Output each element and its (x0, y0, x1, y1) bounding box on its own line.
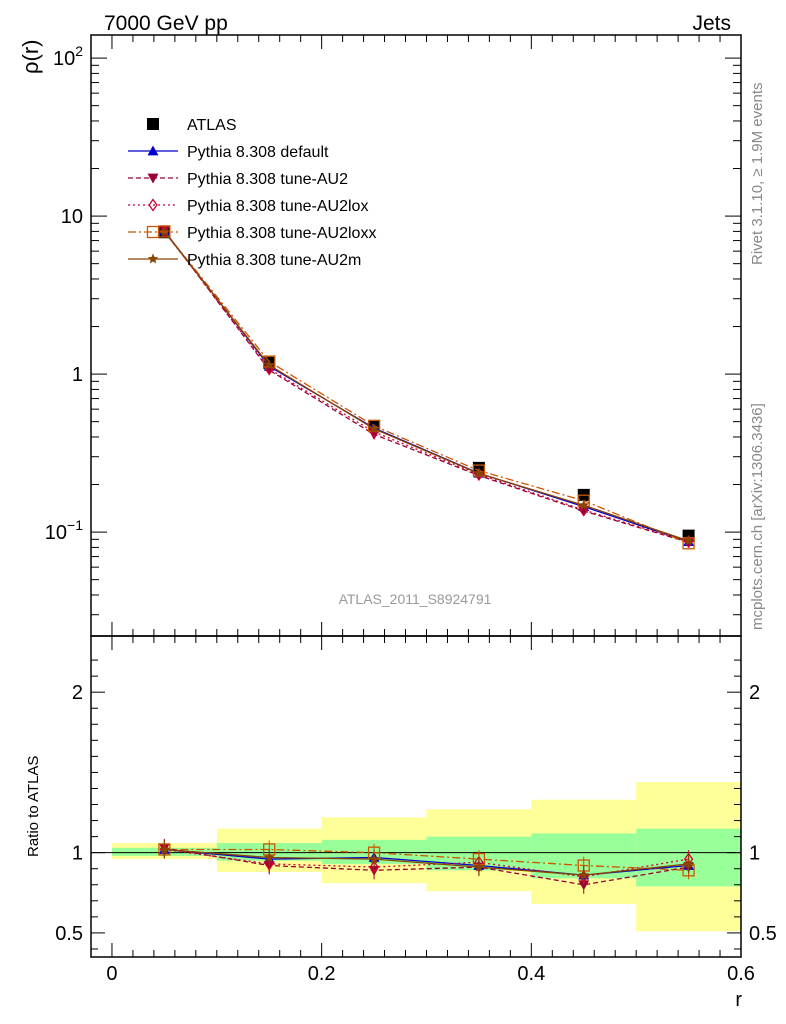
header-right-label: Jets (692, 12, 731, 35)
header-left-label: 7000 GeV pp (104, 12, 228, 35)
legend-label-AU2: Pythia 8.308 tune-AU2 (187, 171, 348, 188)
series-default (158, 225, 695, 547)
series-line-AU2lox (163, 231, 689, 543)
x-axis-label: r (735, 989, 742, 1011)
top-y-axis-label: ρ(r) (18, 40, 43, 75)
ratio-panel-series (158, 838, 695, 894)
data-point-AU2m (683, 858, 694, 869)
legend-item-AU2loxx: Pythia 8.308 tune-AU2loxx (128, 225, 376, 242)
rivet-label: Rivet 3.1.10, ≥ 1.9M events (749, 83, 766, 266)
series-AU2lox (159, 224, 694, 549)
x-tick-label: 0.2 (308, 963, 336, 985)
series-AU2m (159, 226, 694, 546)
series-line-AU2 (164, 847, 689, 886)
legend-marker-AU2lox (148, 198, 158, 212)
series-AU2m (159, 840, 694, 885)
data-point-AU2m (264, 359, 275, 370)
legend-item-AU2: Pythia 8.308 tune-AU2 (128, 171, 348, 188)
y-tick-label: 10−1 (45, 517, 83, 544)
data-point-AU2m (578, 499, 589, 510)
legend-item-AU2lox: Pythia 8.308 tune-AU2lox (128, 198, 368, 215)
legend-item-atlas: ATLAS (147, 117, 237, 134)
legend-marker-atlas (147, 118, 159, 130)
top-panel-series (158, 224, 695, 550)
ratio-panel-frame (90, 635, 742, 958)
data-point-AU2m (159, 226, 170, 237)
series-atlas (158, 226, 695, 542)
y-tick-label: 102 (53, 43, 83, 70)
data-point-AU2m (683, 535, 694, 546)
x-tick-label: 0 (106, 963, 117, 985)
series-AU2 (158, 226, 695, 548)
ratio-panel-axes: 0 0.2 0.4 0.6 0.5 0.5 1 1 2 2 (55, 635, 777, 985)
series-line-AU2loxx (163, 230, 689, 544)
series-AU2loxx (158, 225, 695, 550)
top-panel-axes: 10−1 1 10 102 (45, 34, 742, 637)
legend-label-default: Pythia 8.308 default (187, 144, 329, 161)
y-tick-label: 1 (72, 364, 83, 386)
ratio-y-tick-label-left: 1 (72, 843, 83, 865)
legend-label-AU2loxx: Pythia 8.308 tune-AU2loxx (187, 225, 376, 242)
analysis-id-label: ATLAS_2011_S8924791 (339, 591, 492, 607)
ratio-error-bands (111, 782, 741, 932)
data-point-AU2m (159, 844, 170, 854)
legend-marker-AU2m (147, 253, 159, 264)
series-line-AU2 (163, 230, 689, 544)
legend-marker-AU2 (147, 173, 159, 184)
data-point-AU2m (368, 853, 380, 864)
ratio-y-tick-label-left: 2 (72, 682, 83, 704)
legend-item-default: Pythia 8.308 default (128, 144, 329, 161)
y-tick-label: 10 (61, 206, 83, 228)
data-point-AU2m (368, 423, 380, 434)
legend-marker-default (147, 145, 159, 156)
data-point-AU2m (473, 861, 485, 872)
series-line-default (163, 230, 689, 543)
data-point-AU2lox (369, 860, 379, 874)
ratio-y-tick-label-right: 0.5 (749, 923, 777, 945)
series-line-AU2m (164, 848, 689, 876)
series-line-AU2loxx (164, 848, 689, 871)
legend-item-AU2m: Pythia 8.308 tune-AU2m (128, 252, 361, 269)
data-point-AU2m (264, 852, 275, 862)
legend-label-AU2lox: Pythia 8.308 tune-AU2lox (187, 198, 368, 215)
legend: ATLAS Pythia 8.308 default Pythia 8.308 tu… (128, 117, 376, 269)
data-point-AU2m (578, 869, 589, 880)
legend-label-AU2m: Pythia 8.308 tune-AU2m (187, 252, 361, 269)
ratio-y-tick-label-right: 2 (749, 682, 760, 704)
bottom-y-axis-label: Ratio to ATLAS (25, 756, 42, 857)
data-point-AU2lox (264, 857, 274, 871)
data-point-AU2m (473, 468, 485, 478)
series-line-AU2m (163, 231, 689, 542)
legend-label-atlas: ATLAS (187, 117, 237, 134)
ratio-y-tick-label-right: 1 (749, 843, 760, 865)
ratio-y-tick-label-left: 0.5 (55, 923, 83, 945)
x-tick-label: 0.4 (517, 963, 545, 985)
legend-marker-AU2loxx (146, 225, 160, 239)
x-tick-label: 0.6 (727, 963, 755, 985)
mcplots-label: mcplots.cern.ch [arXiv:1306.3436] (749, 403, 766, 630)
